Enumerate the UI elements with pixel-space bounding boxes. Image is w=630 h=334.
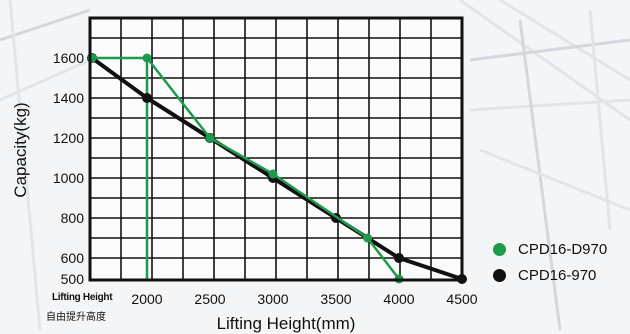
y-tick-label: 1000: [53, 170, 84, 186]
legend-marker: [493, 268, 506, 282]
data-point: [142, 53, 152, 63]
legend-item: CPD16-D970: [493, 236, 607, 262]
x-tick-label: 2000: [131, 291, 162, 307]
x-tick-label: 2500: [194, 291, 225, 307]
y-tick-labels: 500 600 800 1000 1200 1400 1600: [53, 50, 84, 287]
plot-border: [88, 16, 464, 282]
series-line: [92, 56, 400, 280]
series-lines: [87, 53, 467, 284]
x-tick-labels: 2000 2500 3000 3500 4000 4500: [131, 291, 477, 307]
y-tick-label: 600: [61, 250, 85, 266]
legend-label: CPD16-970: [518, 266, 597, 284]
corner-label: Lifting Height: [52, 292, 113, 303]
legend-marker: [493, 242, 506, 256]
y-tick-label: 1200: [53, 130, 84, 146]
x-tick-label: 3000: [257, 291, 288, 307]
corner-label-chinese: 自由提升高度: [46, 312, 106, 323]
y-tick-label: 1400: [53, 90, 84, 106]
data-point: [205, 133, 215, 143]
legend-label: CPD16-D970: [518, 240, 608, 258]
data-point: [268, 169, 278, 179]
y-tick-label: 1600: [53, 50, 84, 66]
legend: CPD16-D970 CPD16-970: [493, 236, 607, 288]
x-tick-label: 4000: [383, 291, 414, 307]
y-tick-label: 800: [61, 210, 85, 226]
x-tick-label: 4500: [446, 291, 477, 307]
data-point: [363, 233, 372, 243]
y-tick-label: 500: [61, 271, 85, 287]
data-point: [142, 93, 152, 103]
y-axis-label: Capacity(kg): [11, 102, 30, 197]
x-tick-label: 3500: [320, 291, 351, 307]
x-axis-label: Lifting Height(mm): [217, 314, 356, 333]
legend-item: CPD16-970: [493, 262, 607, 288]
data-point: [394, 253, 404, 263]
